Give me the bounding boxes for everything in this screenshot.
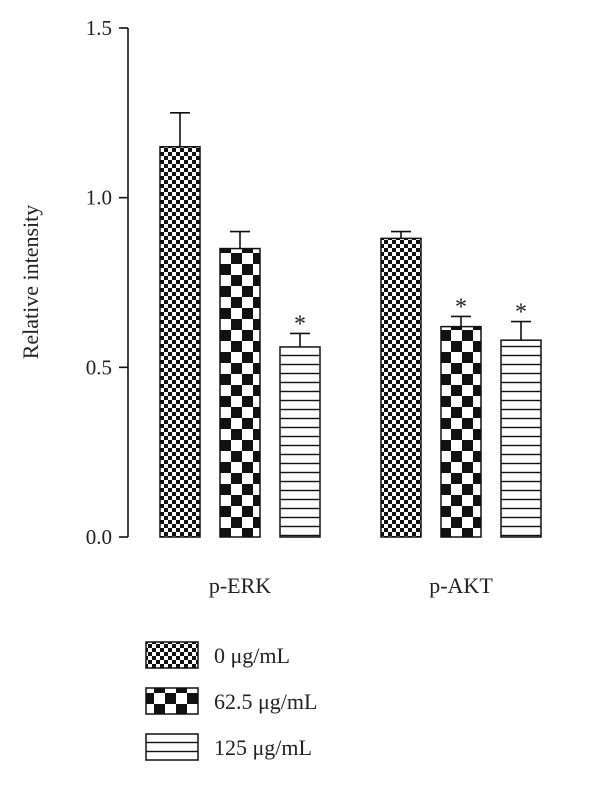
x-category-label: p-ERK xyxy=(209,573,271,598)
significance-marker: * xyxy=(455,294,467,320)
bar xyxy=(219,247,261,538)
legend-label: 125 μg/mL xyxy=(214,735,312,760)
x-axis-labels: p-ERK p-AKT xyxy=(209,573,493,598)
bar xyxy=(279,346,321,538)
legend-label: 0 μg/mL xyxy=(214,643,290,668)
bars: * * * xyxy=(159,112,542,538)
legend-swatch xyxy=(145,641,199,669)
significance-marker: * xyxy=(515,300,527,326)
y-axis: 0.0 0.5 1.0 1.5 xyxy=(86,16,129,549)
y-tick-label: 1.5 xyxy=(86,16,112,40)
legend-swatch xyxy=(145,733,199,761)
y-tick-label: 0.0 xyxy=(86,525,112,549)
significance-marker: * xyxy=(294,311,306,337)
legend: 0 μg/mL 62.5 μg/mL 125 μg/mL xyxy=(145,641,317,761)
y-tick-label: 1.0 xyxy=(86,186,112,210)
bar xyxy=(380,237,422,538)
x-category-label: p-AKT xyxy=(429,573,493,598)
legend-swatch xyxy=(145,687,199,715)
bar xyxy=(500,339,542,538)
bar xyxy=(159,146,201,538)
bar xyxy=(440,325,482,538)
y-tick-label: 0.5 xyxy=(86,355,112,379)
y-axis-title: Relative intensity xyxy=(18,205,43,360)
legend-label: 62.5 μg/mL xyxy=(214,689,317,714)
